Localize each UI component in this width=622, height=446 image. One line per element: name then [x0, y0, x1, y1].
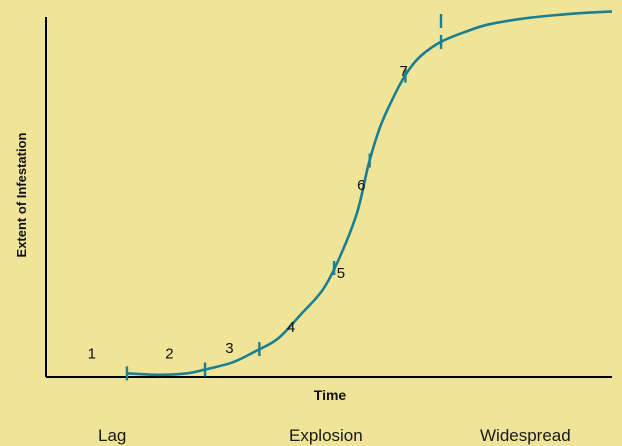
stage-label-6: 6: [357, 177, 365, 194]
stage-label-7: 7: [400, 63, 408, 80]
phase-label-widespread: Widespread: [480, 426, 571, 445]
stage-label-3: 3: [225, 340, 233, 357]
y-axis-label: Extent of Infestation: [14, 132, 29, 257]
stage-label-4: 4: [287, 319, 295, 336]
phase-label-explosion: Explosion: [289, 426, 363, 445]
infestation-curve: [126, 10, 613, 377]
x-axis-label: Time: [314, 387, 347, 403]
stage-label-1: 1: [88, 346, 96, 363]
stage-label-2: 2: [165, 346, 173, 363]
phase-label-lag: Lag: [98, 426, 127, 445]
stage-label-5: 5: [337, 265, 345, 282]
